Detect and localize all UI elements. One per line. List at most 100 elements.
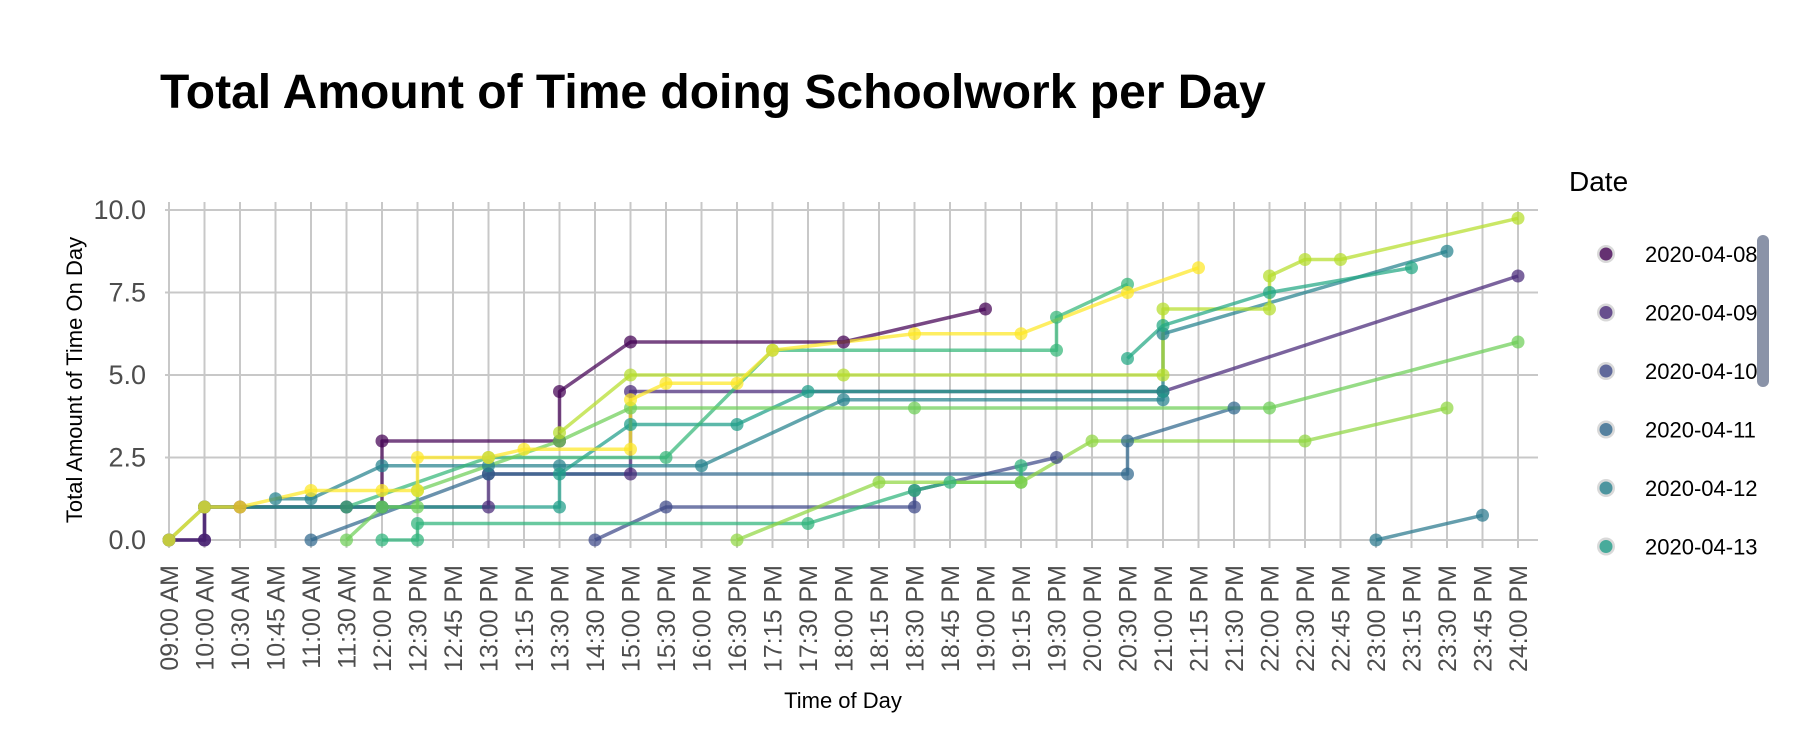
data-point <box>375 484 389 497</box>
data-point <box>908 484 921 497</box>
data-point <box>659 451 673 464</box>
legend-key <box>1599 247 1613 261</box>
data-point <box>1334 253 1347 266</box>
x-tick-label: 21:15 PM <box>1186 565 1214 672</box>
data-point <box>837 393 850 407</box>
data-point <box>624 335 637 349</box>
data-point <box>340 533 353 547</box>
data-point <box>1227 401 1241 415</box>
data-point <box>482 451 495 464</box>
x-tick-label: 13:30 PM <box>547 565 575 672</box>
series-line <box>594 455 1057 542</box>
data-point <box>1192 261 1205 275</box>
data-point <box>411 451 424 464</box>
data-point <box>269 492 282 506</box>
x-tick-label: 10:45 AM <box>263 565 291 671</box>
legend-key <box>1599 423 1613 436</box>
data-point <box>1014 459 1028 473</box>
data-point <box>730 376 744 390</box>
data-point <box>162 533 176 547</box>
data-point <box>1263 401 1276 415</box>
data-point <box>1156 319 1170 332</box>
x-tick-label: 14:30 PM <box>582 565 610 672</box>
x-tick-label: 22:30 PM <box>1292 565 1320 672</box>
series-line <box>1375 513 1483 542</box>
data-point <box>1085 434 1099 448</box>
legend-label: 2020-04-13 <box>1645 535 1758 560</box>
legend: Date 2020-04-08 2020-04-09 2020-04-10 2020-… <box>1569 166 1769 560</box>
x-tick-label: 11:00 AM <box>298 565 326 669</box>
data-point <box>801 517 815 530</box>
data-point <box>624 442 637 456</box>
x-tick-label: 22:45 PM <box>1328 565 1356 672</box>
x-tick-label: 11:30 AM <box>334 565 362 669</box>
x-tick-label: 21:00 PM <box>1150 565 1178 672</box>
data-point <box>340 500 353 514</box>
x-tick-label: 20:30 PM <box>1115 565 1143 672</box>
data-point <box>695 459 708 473</box>
data-point <box>1156 302 1170 316</box>
data-point <box>837 368 850 382</box>
chart-title: Total Amount of Time doing Schoolwork pe… <box>160 66 1266 119</box>
data-point <box>198 500 211 514</box>
data-point <box>304 533 318 547</box>
x-tick-label: 13:00 PM <box>476 565 504 672</box>
x-tick-label: 16:30 PM <box>724 565 752 672</box>
x-tick-label: 23:15 PM <box>1399 565 1427 672</box>
data-point <box>1121 352 1134 365</box>
data-point <box>766 343 779 357</box>
data-point <box>198 533 211 547</box>
x-tick-label: 22:00 PM <box>1257 565 1285 672</box>
legend-key <box>1599 540 1613 553</box>
data-point <box>411 500 424 514</box>
data-point <box>624 393 637 407</box>
x-tick-label: 21:30 PM <box>1221 565 1249 672</box>
y-tick-label: 5.0 <box>108 360 146 390</box>
data-point <box>1014 475 1028 489</box>
x-tick-label: 23:45 PM <box>1470 565 1498 672</box>
legend-label: 2020-04-11 <box>1645 418 1756 443</box>
data-point <box>1121 467 1134 481</box>
data-point <box>411 517 424 530</box>
data-point <box>1511 269 1525 283</box>
data-point <box>1050 343 1063 357</box>
data-point <box>1263 269 1276 283</box>
data-point <box>908 327 921 341</box>
x-tick-label: 18:45 PM <box>937 565 965 672</box>
data-point <box>1298 434 1312 448</box>
data-point <box>1263 302 1276 316</box>
legend-scrollbar[interactable] <box>1757 235 1769 387</box>
data-point <box>1511 335 1525 349</box>
data-point <box>908 500 921 514</box>
x-axis-label: Time of Day <box>784 688 902 713</box>
data-point <box>1156 385 1170 398</box>
y-tick-label: 2.5 <box>108 443 146 473</box>
data-point <box>1263 286 1276 299</box>
legend-key <box>1599 306 1613 319</box>
data-point <box>659 376 673 390</box>
legend-label: 2020-04-08 <box>1645 242 1758 267</box>
x-tick-label: 15:00 PM <box>618 565 646 672</box>
x-tick-label: 17:15 PM <box>760 565 788 672</box>
data-point <box>1050 310 1063 324</box>
x-tick-label: 23:00 PM <box>1363 565 1391 672</box>
x-tick-label: 19:00 PM <box>973 565 1001 672</box>
series-line <box>1126 266 1412 360</box>
y-tick-labels: 0.0 2.5 5.0 7.5 10.0 <box>93 195 146 555</box>
series-line <box>167 266 1200 542</box>
x-tick-label: 18:00 PM <box>831 565 859 672</box>
x-tick-label: 24:00 PM <box>1505 565 1533 672</box>
data-point <box>872 475 886 489</box>
data-point <box>801 385 815 398</box>
x-tick-label: 17:30 PM <box>795 565 823 672</box>
legend-label: 2020-04-09 <box>1645 301 1758 326</box>
x-tick-label: 13:15 PM <box>511 565 539 672</box>
data-point <box>1050 451 1063 464</box>
data-point <box>1369 533 1383 547</box>
x-tick-label: 16:00 PM <box>689 565 717 672</box>
data-point <box>375 434 389 448</box>
data-point <box>1014 327 1028 341</box>
data-point <box>553 426 566 440</box>
data-point <box>1298 253 1312 266</box>
